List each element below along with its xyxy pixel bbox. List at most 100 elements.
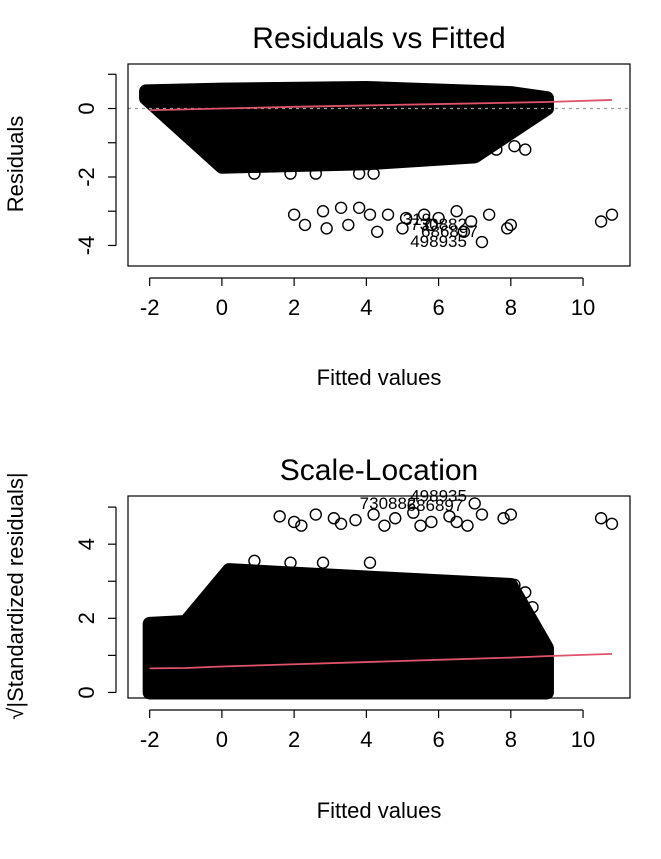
- data-point: [490, 143, 503, 156]
- point-label: 319: [403, 210, 431, 229]
- data-point: [309, 167, 322, 180]
- y-tick-label: -2: [74, 167, 99, 187]
- data-point: [497, 684, 510, 697]
- data-point: [410, 146, 424, 160]
- data-point: [316, 556, 330, 569]
- data-point: [327, 512, 341, 525]
- data-point: [461, 519, 474, 532]
- data-point: [464, 215, 478, 228]
- data-point: [450, 515, 463, 529]
- data-point: [504, 218, 518, 232]
- data-point: [504, 508, 518, 521]
- chart-title: Residuals vs Fitted: [252, 22, 505, 55]
- x-tick-label: 6: [432, 727, 444, 752]
- data-point: [594, 512, 608, 525]
- point-label: 686897: [407, 496, 464, 515]
- data-point: [508, 139, 521, 153]
- data-point: [248, 167, 261, 180]
- y-tick-label: 4: [74, 538, 99, 550]
- y-tick-label: 0: [74, 686, 99, 698]
- data-point: [287, 208, 301, 221]
- data-point: [428, 136, 442, 149]
- data-point: [284, 167, 297, 180]
- x-tick-label: 10: [571, 727, 595, 752]
- dense-point-region: [142, 563, 554, 700]
- chart-title: Scale-Location: [280, 454, 478, 487]
- x-tick-label: 4: [360, 295, 372, 320]
- data-points: [248, 497, 619, 697]
- data-point: [519, 586, 532, 599]
- data-point: [389, 512, 402, 525]
- data-point: [468, 497, 481, 510]
- data-point: [508, 578, 521, 592]
- data-point: [248, 554, 261, 568]
- data-point: [594, 215, 608, 228]
- data-point: [497, 512, 510, 525]
- data-point: [352, 201, 366, 214]
- data-point: [425, 218, 438, 232]
- data-point: [342, 218, 355, 232]
- data-point: [526, 600, 539, 614]
- data-point: [504, 116, 518, 129]
- data-point: [605, 517, 619, 530]
- data-point: [425, 515, 438, 529]
- point-label: 498935: [410, 232, 467, 251]
- y-axis: -4 -2 0: [74, 73, 117, 256]
- y-axis: 0 2 4: [74, 506, 117, 699]
- data-point: [334, 517, 348, 530]
- x-axis: -2 0 2 4 6 8 10: [140, 709, 595, 752]
- data-point: [320, 222, 333, 235]
- data-point: [334, 201, 348, 214]
- residuals-vs-fitted-panel: Residuals vs Fitted Fitted values Residu…: [3, 22, 631, 390]
- data-point: [457, 671, 471, 684]
- data-point: [417, 208, 431, 221]
- x-tick-label: -2: [140, 727, 160, 752]
- smoother-line: [149, 99, 612, 112]
- data-point: [457, 225, 471, 238]
- data-point: [482, 208, 496, 221]
- data-point: [298, 218, 312, 232]
- x-tick-label: 2: [288, 295, 300, 320]
- data-point: [273, 510, 286, 523]
- x-axis-title: Fitted values: [317, 365, 442, 390]
- y-tick-label: -4: [74, 236, 99, 256]
- data-point: [367, 167, 380, 180]
- x-axis-title: Fitted values: [317, 798, 442, 823]
- data-point: [287, 515, 301, 529]
- x-tick-label: 8: [505, 295, 517, 320]
- data-point: [396, 222, 409, 235]
- dense-point-band: [142, 563, 554, 700]
- data-point: [432, 211, 445, 225]
- data-point: [284, 556, 297, 569]
- point-label: 730882: [410, 215, 467, 234]
- data-point: [504, 597, 518, 610]
- data-point: [464, 143, 478, 156]
- x-tick-label: 6: [432, 295, 444, 320]
- data-point: [295, 519, 308, 532]
- data-point: [407, 506, 420, 519]
- data-point: [475, 126, 489, 139]
- data-points: [248, 116, 619, 249]
- data-point: [367, 508, 380, 521]
- x-tick-label: 0: [216, 727, 228, 752]
- data-point: [414, 519, 427, 532]
- x-axis: -2 0 2 4 6 8 10: [140, 277, 595, 320]
- y-tick-label: 0: [74, 102, 99, 114]
- data-point: [352, 167, 366, 180]
- dense-point-region: [139, 80, 554, 174]
- x-tick-label: 4: [360, 727, 372, 752]
- data-point: [378, 519, 391, 532]
- data-point: [522, 638, 536, 651]
- point-label: 730882: [360, 494, 417, 513]
- y-axis-title: Residuals: [3, 116, 28, 213]
- data-point: [349, 513, 362, 527]
- data-point: [363, 208, 377, 221]
- x-tick-label: 10: [571, 295, 595, 320]
- data-point: [490, 582, 503, 595]
- data-point: [443, 139, 456, 153]
- plot-frame: [127, 63, 631, 267]
- y-tick-label: 2: [74, 612, 99, 624]
